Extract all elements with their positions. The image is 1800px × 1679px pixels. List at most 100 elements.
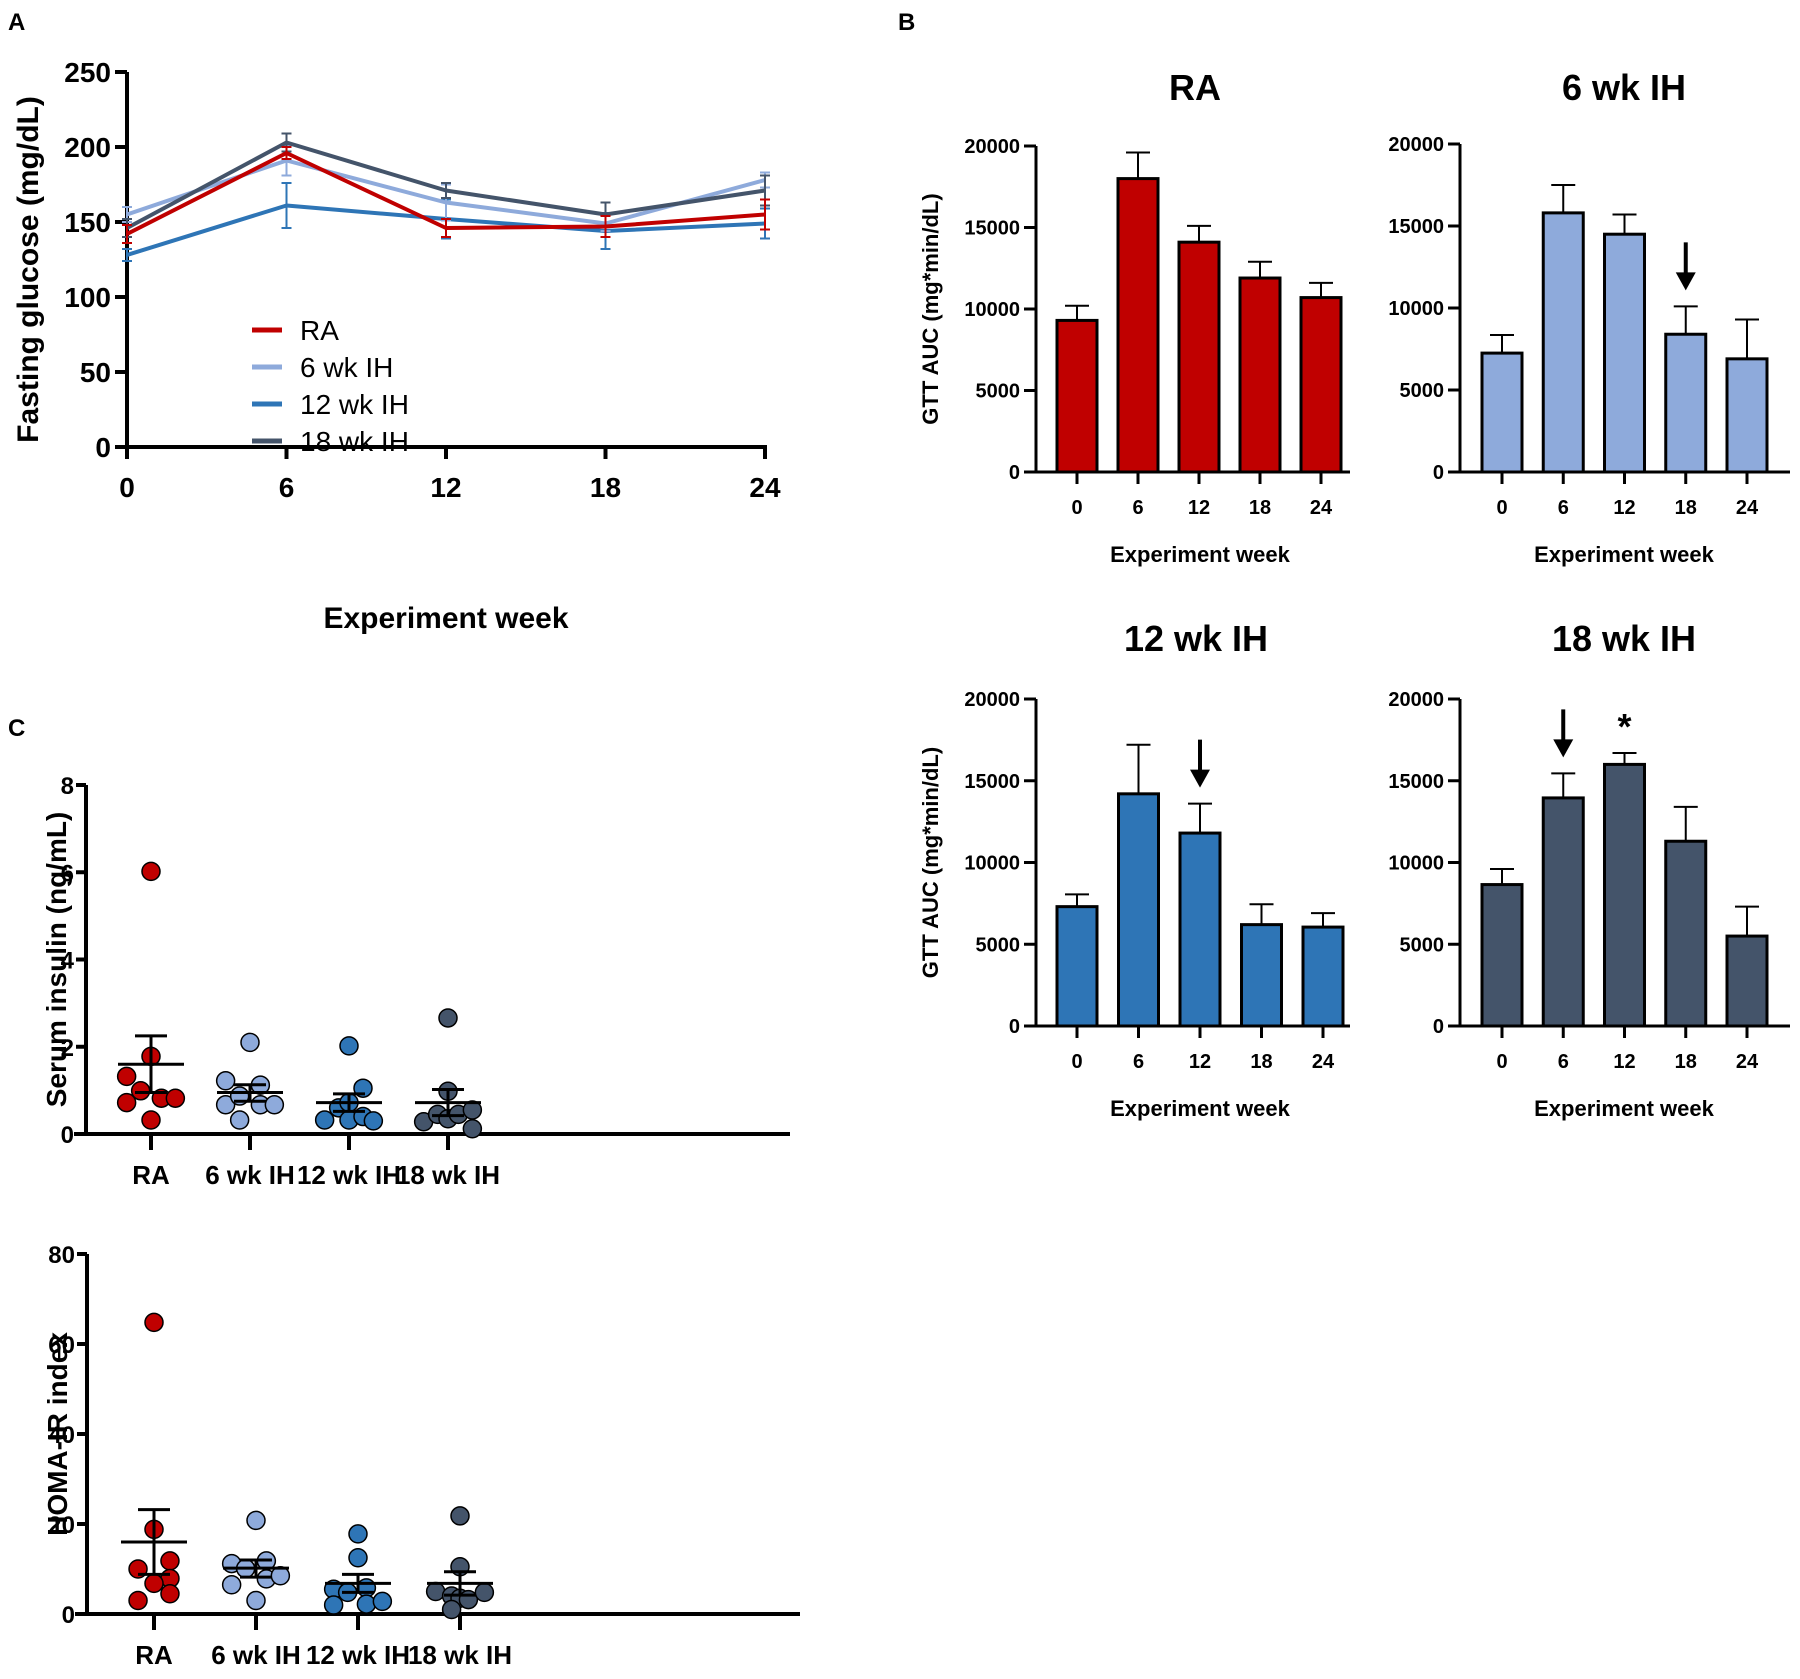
y-tick-label: 10000 — [1388, 853, 1444, 875]
x-tick-label: 12 wk IH — [306, 1640, 410, 1670]
y-tick-label: 20000 — [1388, 689, 1444, 711]
data-point-18-wk-ih — [462, 1119, 483, 1139]
data-point-6-wk-ih — [264, 1095, 285, 1115]
data-point-ra — [141, 861, 161, 882]
x-tick-label: RA — [135, 1640, 173, 1670]
data-point-12-wk-ih — [356, 1594, 377, 1614]
x-tick-label: 18 wk IH — [408, 1640, 512, 1670]
y-tick-label: 150 — [64, 207, 111, 238]
y-tick-label: 8 — [61, 773, 74, 800]
bar-week-0 — [1480, 883, 1524, 1028]
x-axis-title: Experiment week — [1110, 542, 1291, 567]
x-tick-label: 18 — [590, 472, 621, 503]
x-tick-label: RA — [132, 1160, 170, 1190]
bar-week-12 — [1178, 831, 1222, 1028]
y-tick-label: 15000 — [964, 218, 1020, 240]
x-tick-label: 0 — [1496, 497, 1507, 519]
y-axis-title: GTT AUC (mg*min/dL) — [918, 193, 943, 424]
x-tick-label: 24 — [1736, 1051, 1759, 1073]
bar-week-18 — [1240, 923, 1283, 1028]
x-tick-label: 12 — [430, 472, 461, 503]
x-tick-label: 6 — [279, 472, 295, 503]
y-tick-label: 20 — [48, 1512, 75, 1539]
data-point-12-wk-ih — [348, 1524, 368, 1544]
y-tick-label: 0 — [95, 432, 111, 463]
x-tick-label: 0 — [119, 472, 135, 503]
y-tick-label: 2 — [61, 1035, 74, 1062]
x-tick-label: 24 — [749, 472, 781, 503]
x-tick-label: 12 — [1613, 1051, 1635, 1073]
data-point-6-wk-ih — [215, 1095, 236, 1115]
y-tick-label: 60 — [48, 1332, 75, 1359]
data-point-6-wk-ih — [246, 1590, 266, 1611]
bar-week-24 — [1725, 934, 1769, 1028]
bar-week-0 — [1055, 318, 1099, 474]
x-tick-label: 24 — [1310, 497, 1333, 519]
y-tick-label: 20000 — [1388, 134, 1444, 156]
panel-label-a: A — [8, 9, 25, 36]
y-tick-label: 0 — [1433, 1016, 1444, 1038]
y-tick-label: 5000 — [976, 381, 1021, 403]
bar-week-0 — [1055, 905, 1099, 1028]
legend-label: 18 wk IH — [300, 426, 409, 457]
arrow-down-icon-head — [1190, 769, 1210, 788]
data-point-ra — [160, 1551, 180, 1571]
x-tick-label: 12 — [1188, 497, 1210, 519]
x-tick-label: 0 — [1071, 1051, 1082, 1073]
data-point-ra — [144, 1573, 164, 1594]
y-tick-label: 15000 — [1388, 216, 1444, 238]
data-point-12-wk-ih — [339, 1036, 359, 1056]
x-axis-title: Experiment week — [1110, 1096, 1291, 1121]
bar-week-6 — [1541, 796, 1585, 1028]
y-tick-label: 10000 — [964, 853, 1020, 875]
data-point-6-wk-ih — [215, 1071, 236, 1091]
y-tick-label: 0 — [61, 1122, 74, 1149]
x-tick-label: 24 — [1736, 497, 1759, 519]
x-tick-label: 0 — [1496, 1051, 1507, 1073]
chart-title: RA — [1169, 67, 1221, 108]
x-tick-label: 6 wk IH — [205, 1160, 295, 1190]
panel-c-insulin-scatter: 0 2 4 6 8 Serum insulin (ng/mL) RA 6 wk IH 12 wk… — [41, 773, 790, 1190]
bar-week-18 — [1238, 276, 1282, 474]
x-axis-title: Experiment week — [323, 602, 568, 635]
x-tick-label: 6 — [1133, 1051, 1144, 1073]
panel-b-ra-bar-chart: RA 0 5000 10000 15000 20000 0 6 12 18 24 Experiment… — [918, 67, 1350, 567]
y-tick-label: 40 — [48, 1422, 75, 1449]
data-point-ra — [141, 1110, 161, 1130]
x-tick-label: 12 — [1613, 497, 1635, 519]
bar-week-0 — [1480, 351, 1524, 474]
y-tick-label: 0 — [1009, 462, 1020, 484]
data-point-6-wk-ih — [229, 1110, 250, 1130]
bar-week-24 — [1299, 296, 1343, 474]
x-tick-label: 6 — [1132, 497, 1143, 519]
y-tick-label: 15000 — [964, 771, 1020, 793]
data-point-18-wk-ih — [462, 1100, 483, 1120]
y-tick-label: 20000 — [964, 689, 1020, 711]
y-tick-label: 0 — [1009, 1016, 1020, 1038]
data-point-ra — [144, 1312, 164, 1333]
x-tick-label: 18 — [1249, 497, 1271, 519]
y-tick-label: 20000 — [964, 136, 1020, 158]
arrow-down-icon-head — [1675, 272, 1696, 291]
panel-label-c: C — [8, 715, 25, 742]
chart-title: 6 wk IH — [1562, 67, 1686, 108]
y-tick-label: 5000 — [1400, 380, 1445, 402]
panel-a-line-chart: 0 50 100 150 200 250 0 6 12 18 24 Experiment week Fa… — [12, 57, 781, 635]
y-axis-title: Serum insulin (ng/mL) — [41, 812, 72, 1108]
arrow-down-icon-head — [1553, 739, 1574, 758]
x-tick-label: 6 — [1558, 1051, 1569, 1073]
bar-week-24 — [1725, 357, 1769, 474]
significance-marker: * — [1617, 706, 1631, 747]
data-point-12-wk-ih — [372, 1591, 393, 1612]
x-tick-label: 6 wk IH — [211, 1640, 301, 1670]
panel-c-homa-scatter: 0 20 40 60 80 HOMA-IR index RA 6 wk IH 12 wk IH1… — [42, 1242, 800, 1670]
data-point-ra — [116, 1092, 137, 1113]
x-tick-label: 18 — [1675, 1051, 1697, 1073]
panel-b-12wk-bar-chart: 12 wk IH 0 5000 10000 15000 20000 0 6 12 18 24 Expe… — [918, 618, 1350, 1121]
y-tick-label: 0 — [62, 1602, 75, 1629]
y-tick-label: 5000 — [1400, 934, 1445, 956]
panel-b-18wk-bar-chart: 18 wk IH 0 5000 10000 15000 20000 0 6 12 18 24 * Exp… — [1388, 618, 1790, 1121]
legend-label: RA — [300, 315, 339, 346]
x-tick-label: 12 wk IH — [297, 1160, 401, 1190]
y-tick-label: 200 — [64, 132, 111, 163]
